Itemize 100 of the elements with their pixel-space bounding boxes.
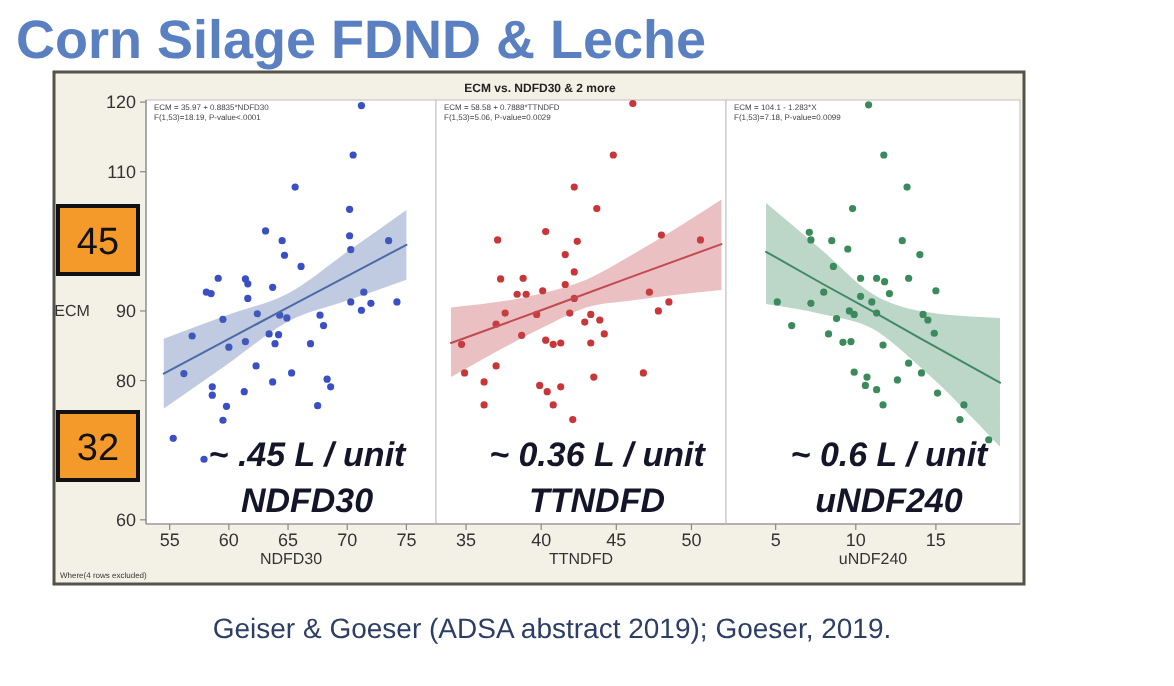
point (261, 227, 270, 235)
point (847, 337, 855, 346)
point (856, 274, 865, 282)
point (868, 298, 876, 306)
x-axis-title: NDFD30 (259, 550, 324, 568)
point (828, 237, 836, 245)
x-tick-label: 40 (531, 530, 552, 550)
point (590, 373, 598, 381)
point (873, 386, 881, 394)
point (861, 381, 869, 390)
point (327, 383, 335, 391)
point (241, 337, 250, 346)
point (773, 298, 781, 306)
point (345, 205, 354, 213)
point (347, 246, 355, 254)
point (274, 331, 283, 339)
point (654, 307, 662, 315)
text: Geiser & Goeser (ADSA abstract 2019); Goeser, 2019. (212, 612, 892, 644)
point (271, 340, 279, 348)
annotation: uNDF240 (815, 482, 964, 520)
point (536, 381, 544, 390)
x-axis-title: uNDF240 (838, 550, 909, 568)
point (805, 228, 813, 236)
point (497, 275, 505, 283)
point (393, 298, 401, 306)
point (807, 236, 815, 244)
point (180, 370, 188, 378)
point (519, 274, 527, 282)
point (885, 289, 894, 298)
point (222, 402, 231, 410)
point (542, 227, 550, 236)
point (240, 388, 248, 396)
point (278, 237, 286, 245)
point (349, 151, 357, 159)
point (219, 416, 227, 424)
point (609, 151, 617, 159)
point (557, 383, 565, 391)
x-tick-label: 10 (845, 530, 866, 550)
point (880, 151, 888, 159)
point (208, 391, 216, 399)
point (480, 378, 488, 386)
y-tick-label: 80 (115, 370, 136, 391)
point (657, 231, 665, 239)
x-axis-title: TTNDFD (549, 550, 614, 568)
point (566, 309, 574, 317)
point (864, 101, 873, 109)
point (956, 415, 964, 424)
x-tick-label: 60 (218, 530, 239, 550)
point (629, 99, 637, 108)
x-tick-label: 50 (681, 530, 702, 550)
point (539, 287, 547, 295)
point (357, 101, 366, 110)
point (919, 310, 927, 319)
point (600, 330, 608, 338)
point (824, 330, 833, 338)
x-tick-label: 65 (278, 530, 299, 550)
point (850, 310, 858, 319)
x-tick-label: 45 (606, 530, 627, 550)
y-tick-label: 90 (115, 300, 136, 321)
point (932, 287, 940, 295)
y-tick-label: 110 (107, 161, 136, 182)
point (820, 288, 828, 296)
point (207, 289, 215, 298)
point (844, 245, 852, 253)
point (905, 359, 913, 367)
point (893, 376, 902, 384)
point (898, 237, 906, 245)
x-tick-label: 35 (456, 530, 477, 550)
point (905, 274, 913, 282)
point (492, 362, 500, 370)
point (848, 205, 857, 213)
point (385, 237, 393, 245)
point (357, 306, 366, 314)
point (297, 262, 305, 270)
annotation: ~ 0.6 L / unit (790, 436, 991, 474)
point (208, 383, 216, 391)
text: 45 (76, 222, 120, 264)
chart-title: Corn Silage FDND & Leche (16, 10, 707, 70)
annotation: TTNDFD (529, 482, 665, 520)
point (930, 329, 938, 337)
point (845, 307, 853, 315)
point (549, 340, 557, 348)
point (573, 237, 581, 245)
y-axis-title: ECM (54, 302, 91, 320)
point (587, 310, 595, 319)
point (856, 292, 865, 300)
point (863, 373, 871, 381)
point (480, 401, 488, 409)
text: 32 (76, 428, 120, 470)
point (265, 330, 273, 338)
point (587, 339, 595, 347)
point (881, 278, 889, 286)
annotation: NDFD30 (240, 482, 375, 520)
point (457, 340, 466, 348)
x-tick-label: 15 (925, 530, 946, 550)
point (314, 402, 322, 410)
annotation: ~ .45 L / unit (208, 436, 409, 474)
x-tick-label: 70 (337, 530, 358, 550)
point (933, 389, 942, 397)
point (513, 290, 521, 298)
